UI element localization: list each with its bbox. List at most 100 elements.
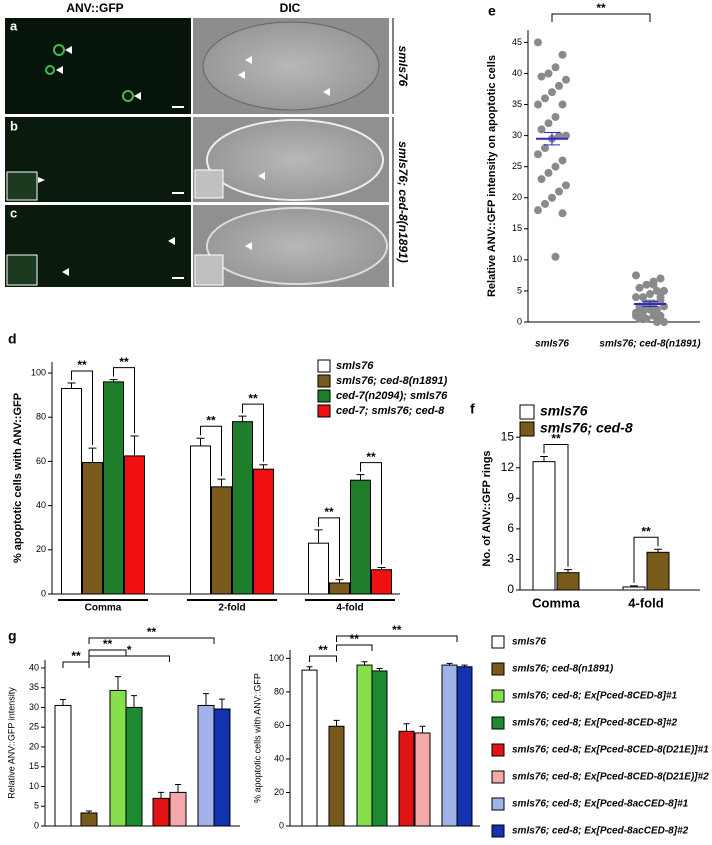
- data-point: [558, 209, 567, 218]
- error-bar: [361, 661, 368, 666]
- data-point: [653, 318, 661, 326]
- legend-label: smIs76: [540, 403, 588, 419]
- significance-label: **: [366, 450, 376, 464]
- data-point: [639, 293, 647, 302]
- significance-bracket: [336, 644, 373, 651]
- y-axis-label: Relative ANV::GFP intensity: [6, 687, 16, 799]
- data-point: [639, 305, 647, 314]
- significance-label: **: [77, 358, 87, 372]
- significance-label: **: [318, 643, 328, 657]
- error-bar: [217, 478, 226, 487]
- x-tick-label: 4-fold: [628, 595, 663, 610]
- significance-bracket: [543, 444, 569, 567]
- error-bar: [376, 667, 383, 671]
- significance-label: **: [324, 505, 334, 519]
- error-bar: [88, 447, 97, 463]
- significance-bracket: [318, 517, 340, 577]
- data-point: [555, 81, 563, 90]
- significance-label: **: [596, 1, 606, 15]
- data-point: [537, 125, 546, 134]
- data-point: [632, 271, 640, 280]
- data-point: [534, 38, 542, 47]
- y-tick-label: 10: [512, 254, 522, 264]
- data-point: [541, 199, 549, 208]
- data-point: [551, 252, 560, 261]
- bar: [328, 725, 345, 827]
- legend-swatch: [491, 635, 505, 649]
- error-bar: [219, 698, 225, 710]
- data-point: [558, 100, 567, 109]
- error-bar: [419, 725, 426, 733]
- error-bar: [131, 695, 137, 708]
- legend-label: ced-7; smIs76; ced-8: [336, 405, 445, 417]
- significance-label: *: [127, 643, 132, 657]
- legend-swatch: [491, 743, 505, 757]
- significance-label: **: [641, 524, 651, 538]
- legend-swatch: [317, 359, 331, 373]
- bar: [80, 812, 98, 827]
- data-point: [551, 63, 560, 72]
- data-point: [558, 156, 567, 165]
- y-tick-label: 35: [512, 99, 522, 109]
- data-point: [632, 293, 640, 302]
- y-tick-label: 40: [274, 753, 284, 763]
- error-bar: [306, 666, 313, 671]
- data-point: [649, 280, 658, 289]
- data-point: [635, 283, 644, 292]
- bar: [103, 381, 124, 595]
- data-point: [555, 187, 563, 196]
- y-tick-label: 15: [512, 223, 522, 233]
- legend-swatch: [519, 404, 535, 420]
- error-bar: [335, 579, 344, 583]
- y-tick-label: 9: [507, 490, 514, 504]
- y-tick-label: 20: [274, 787, 284, 797]
- legend-label: smIs76; ced-8(n1891): [336, 375, 448, 387]
- bar: [371, 569, 392, 595]
- legend-label: smIs76: [512, 637, 546, 648]
- error-bar: [403, 723, 410, 732]
- legend-label: smIs76; ced-8(n1891): [512, 664, 614, 675]
- y-tick-label: 100: [31, 367, 46, 377]
- error-bar: [60, 699, 66, 706]
- y-tick-label: 5: [517, 285, 522, 295]
- column-title: ANV::GFP: [66, 1, 123, 15]
- y-tick-label: 35: [29, 682, 39, 692]
- significance-label: **: [392, 623, 402, 637]
- legend-label: smIs76; ced-8; Ex[Pced-8CED-8]#2: [512, 718, 678, 729]
- y-tick-label: 20: [512, 192, 522, 202]
- y-axis-label: No. of ANV::GFP rings: [481, 450, 493, 566]
- legend-label: ced-7(n2094); smIs76: [336, 390, 448, 402]
- data-point: [646, 305, 654, 314]
- bar: [211, 486, 232, 595]
- x-tick-label: Comma: [532, 595, 580, 610]
- bar: [169, 791, 187, 827]
- legend-label: smIs76; ced-8; Ex[Pced-8CED-8]#1: [512, 691, 678, 702]
- data-point: [562, 181, 570, 190]
- data-point: [544, 119, 553, 128]
- sem-bar: [544, 132, 560, 146]
- x-tick-label: Comma: [85, 603, 122, 614]
- legend-swatch: [317, 404, 331, 418]
- y-tick-label: 40: [512, 68, 522, 78]
- data-point: [534, 206, 542, 215]
- y-tick-label: 60: [274, 720, 284, 730]
- bar: [190, 445, 211, 595]
- panel-letter: d: [8, 331, 17, 347]
- y-axis-label: % apoptotic cells with ANV::GFP: [252, 673, 262, 803]
- legend-swatch: [491, 689, 505, 703]
- y-tick-label: 30: [512, 130, 522, 140]
- error-bar: [115, 676, 121, 691]
- data-point: [642, 314, 651, 323]
- data-point: [660, 318, 668, 326]
- legend-swatch: [491, 797, 505, 811]
- bar: [456, 666, 473, 827]
- micrograph-grid: [5, 18, 394, 287]
- x-tick-label: smIs76; ced-8(n1891): [599, 339, 701, 350]
- bar: [301, 669, 318, 827]
- error-bar: [446, 662, 453, 666]
- data-point: [653, 305, 661, 314]
- data-point: [551, 162, 560, 171]
- panel-letter: f: [470, 401, 475, 417]
- significance-bracket: [309, 655, 337, 662]
- bar: [646, 551, 670, 591]
